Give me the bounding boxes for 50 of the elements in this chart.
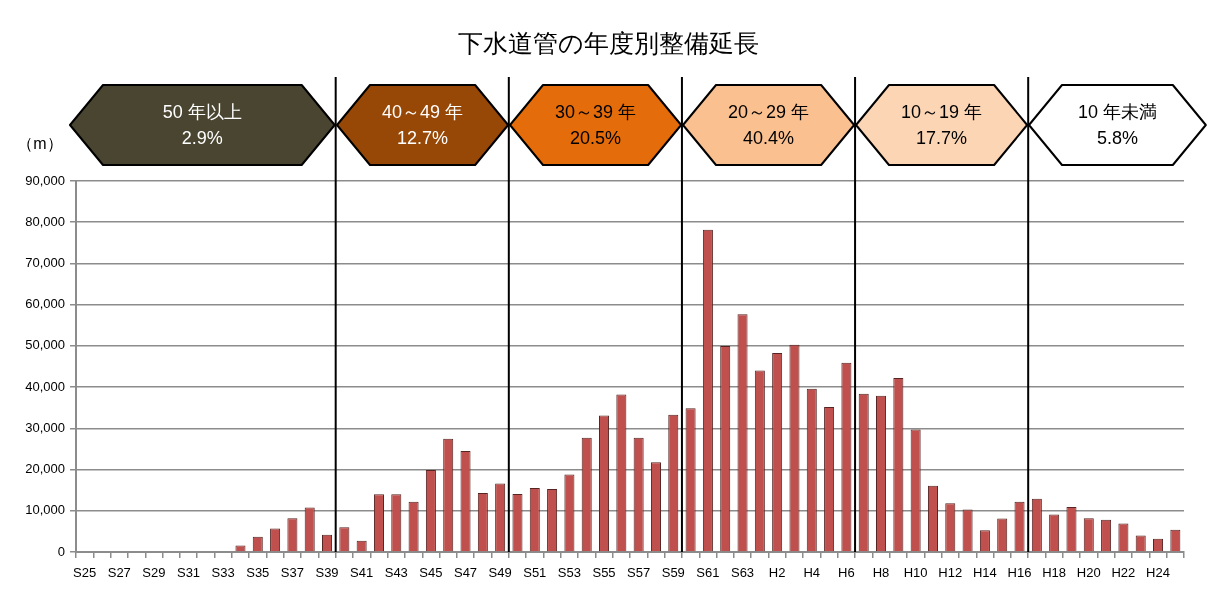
y-tick-label: 50,000	[25, 337, 65, 353]
y-tick-label: 90,000	[25, 172, 65, 188]
x-tick-label: H8	[872, 565, 890, 581]
x-tick-label: S41	[350, 565, 374, 581]
y-tick-label: 70,000	[25, 255, 65, 271]
x-tick-label: S31	[176, 565, 201, 581]
x-tick-label: S61	[696, 565, 720, 581]
y-tick-label: 0	[57, 543, 65, 559]
text: 10～19 年 17.7%	[901, 102, 983, 148]
chart-title: 下水道管の年度別整備延長	[457, 28, 759, 57]
text: 20～29 年 40.4%	[727, 102, 810, 148]
x-tick-label: H22	[1111, 565, 1136, 581]
x-tick-label: S25	[73, 565, 97, 581]
y-tick-label: 40,000	[25, 378, 65, 394]
y-axis-title: （m）	[17, 135, 63, 153]
x-tick-label: S51	[523, 565, 547, 581]
x-tick-label: S29	[142, 565, 166, 581]
text: 40～49 年 12.7%	[381, 102, 463, 148]
text: 10 年未満 5.8%	[1078, 102, 1158, 148]
x-tick-label: S35	[246, 565, 270, 581]
x-tick-label: S27	[107, 565, 131, 581]
x-tick-label: H4	[803, 565, 821, 581]
x-tick-label: H6	[838, 565, 855, 581]
x-tick-label: S55	[592, 565, 616, 581]
x-tick-label: H14	[972, 565, 997, 581]
x-tick-label: S37	[280, 565, 304, 581]
x-tick-label: H2	[768, 565, 786, 581]
y-tick-label: 30,000	[25, 419, 65, 435]
x-tick-label: S39	[315, 565, 339, 581]
x-tick-label: S45	[419, 565, 443, 581]
x-tick-label: H12	[938, 565, 963, 581]
text: 30～39 年 20.5%	[554, 102, 636, 148]
x-tick-label: H24	[1146, 565, 1170, 581]
x-tick-label: H18	[1042, 565, 1067, 581]
x-tick-label: S47	[453, 565, 478, 581]
y-tick-label: 60,000	[25, 296, 65, 312]
x-tick-label: S49	[488, 565, 512, 581]
x-tick-label: S53	[557, 565, 581, 581]
x-tick-label: S59	[661, 565, 685, 581]
x-tick-label: H10	[903, 565, 928, 581]
y-tick-label: 80,000	[25, 213, 65, 229]
x-tick-label: H16	[1007, 565, 1032, 581]
x-tick-label: S57	[627, 565, 651, 581]
x-tick-label: S63	[730, 565, 755, 581]
text: 50 年以上 2.9%	[162, 102, 242, 148]
x-tick-label: S43	[384, 565, 408, 581]
y-tick-label: 10,000	[25, 502, 65, 518]
x-tick-label: H20	[1076, 565, 1101, 581]
x-tick-label: S33	[211, 565, 235, 581]
y-tick-label: 20,000	[25, 461, 65, 477]
